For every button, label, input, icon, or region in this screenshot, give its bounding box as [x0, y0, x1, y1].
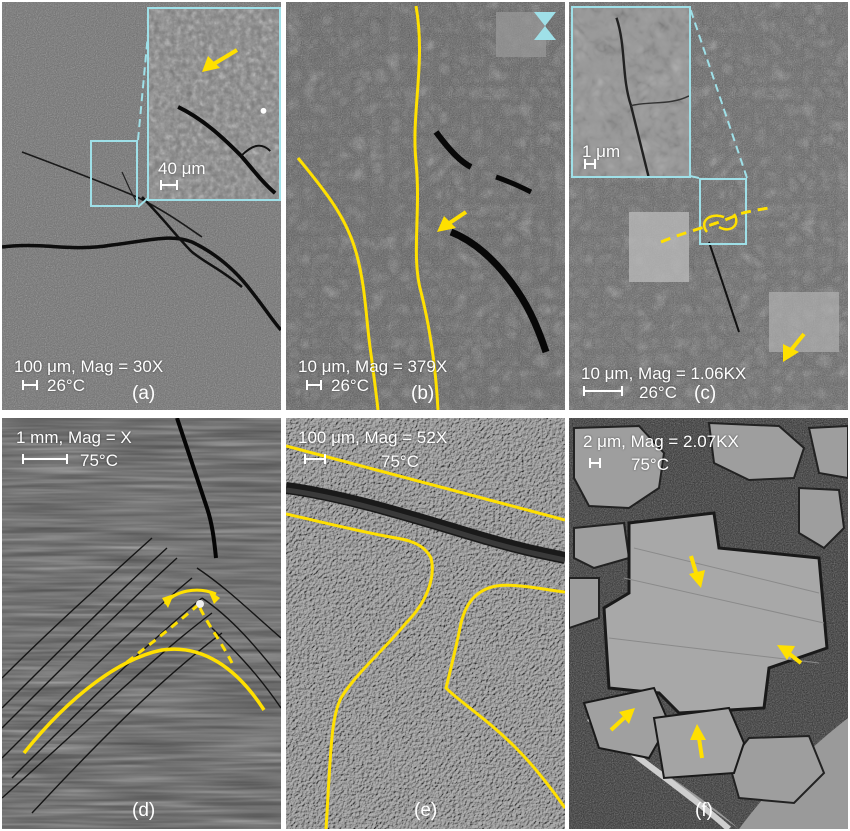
scale-label-d: 1 mm, Mag = X: [16, 428, 132, 447]
panel-label-d: (d): [132, 800, 156, 821]
temperature-c: 26°C: [639, 383, 677, 402]
panel-label-f: (f): [695, 800, 713, 821]
micrograph-d: [2, 418, 281, 829]
micrograph-e: [286, 418, 565, 829]
panel-e: 100 μm, Mag = 52X 75°C (e): [286, 418, 565, 829]
inset-a: [147, 7, 281, 201]
scale-bar-e: [304, 454, 326, 464]
panel-b: 10 μm, Mag = 379X 26°C (b): [286, 2, 565, 410]
panel-c: 1 μm 10 μm, Mag = 1.06KX 26°C (c): [569, 2, 848, 410]
temperature-e: 75°C: [381, 452, 419, 471]
inset-source-box-a: [90, 140, 138, 207]
scale-label-a: 100 μm, Mag = 30X: [14, 357, 164, 376]
temperature-f: 75°C: [631, 455, 669, 474]
panel-label-e: (e): [414, 800, 438, 821]
micrograph-b: [286, 2, 565, 410]
inset-scale-c: 1 μm: [582, 142, 621, 161]
temperature-d: 75°C: [80, 451, 118, 470]
panel-label-b: (b): [411, 383, 435, 404]
inset-source-box-c: [699, 178, 747, 245]
panel-a: 40 μm 100 μm, Mag = 30X 26°C (a): [2, 2, 281, 410]
inset-c: [571, 6, 691, 178]
inset-scale-a: 40 μm: [158, 159, 206, 178]
scale-bar-c: [583, 386, 623, 396]
inset-scale-bar-a: [160, 180, 178, 190]
scale-bar-f: [589, 458, 601, 468]
scale-bar-b: [306, 380, 322, 390]
temperature-a: 26°C: [47, 376, 85, 395]
inset-scale-bar-c: [584, 159, 596, 169]
scale-bar-a: [22, 380, 38, 390]
micrograph-f: [569, 418, 848, 829]
scale-label-c: 10 μm, Mag = 1.06KX: [581, 364, 747, 383]
scale-label-b: 10 μm, Mag = 379X: [298, 357, 448, 376]
panel-label-a: (a): [132, 383, 156, 404]
panel-label-c: (c): [694, 383, 717, 404]
scale-label-e: 100 μm, Mag = 52X: [298, 428, 448, 447]
panel-d: 1 mm, Mag = X 75°C (d): [2, 418, 281, 829]
scale-label-f: 2 μm, Mag = 2.07KX: [583, 432, 739, 451]
panel-f: 2 μm, Mag = 2.07KX 75°C (f): [569, 418, 848, 829]
scale-bar-d: [22, 454, 68, 464]
temperature-b: 26°C: [331, 376, 369, 395]
